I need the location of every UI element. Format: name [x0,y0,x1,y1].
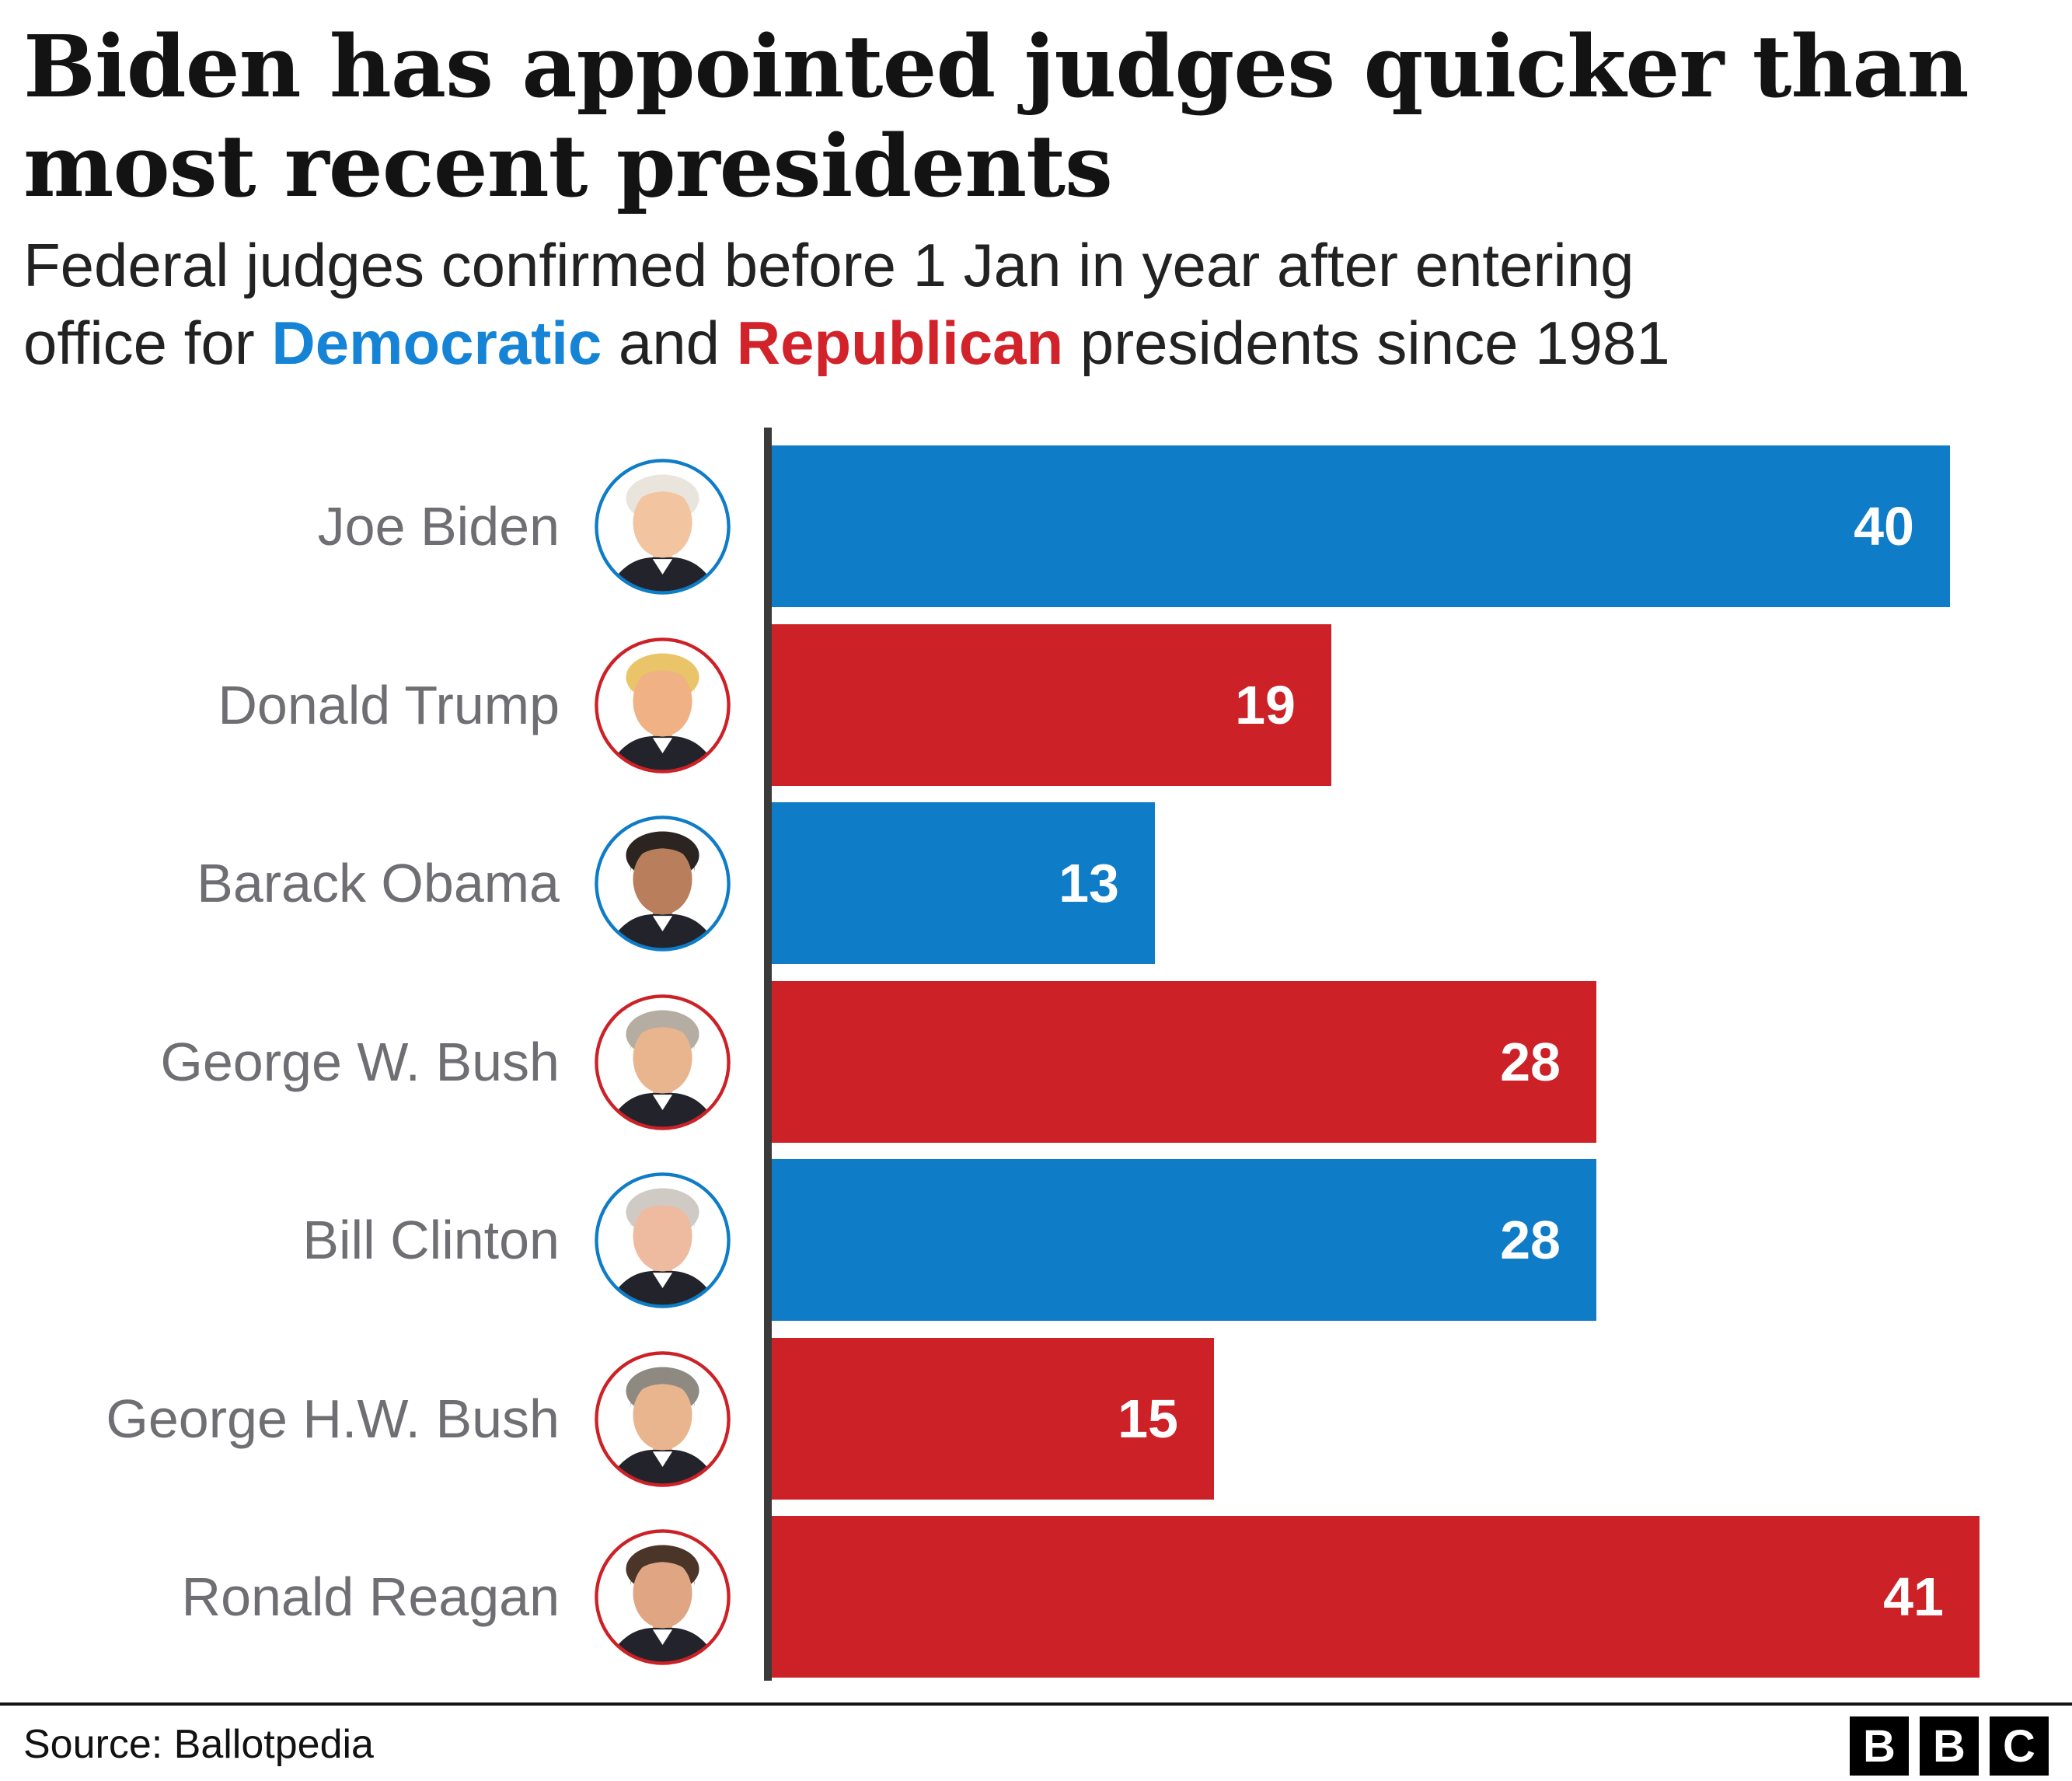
chart-row-george-w-bush: George W. Bush 28 [0,981,2072,1143]
subtitle-republican-label: Republican [736,308,1064,377]
subtitle-democratic-label: Democratic [271,308,602,377]
president-label: Ronald Reagan [181,1566,560,1627]
y-axis-line [764,428,772,1681]
chart-row-ronald-reagan: Ronald Reagan 41 [0,1516,2072,1678]
president-avatar [592,456,733,597]
chart-row-donald-trump: Donald Trump 19 [0,624,2072,786]
bbc-logo-letter: C [1990,1716,2049,1776]
value-bar: 13 [772,802,1155,964]
chart-row-george-h-w-bush: George H.W. Bush 15 [0,1338,2072,1500]
bar-value-label: 28 [1500,1210,1561,1270]
source-credit: Source: Ballotpedia [23,1722,374,1767]
chart-subtitle: Federal judges confirmed before 1 Jan in… [23,227,2044,382]
chart-row-joe-biden: Joe Biden 40 [0,445,2072,607]
president-portrait-icon [595,1172,731,1308]
president-portrait-icon [595,637,731,774]
footer-divider [0,1702,2072,1706]
president-portrait-icon [595,1528,731,1665]
bar-value-label: 19 [1235,675,1296,735]
bar-value-label: 13 [1059,853,1119,913]
president-avatar [592,635,733,776]
value-bar: 40 [772,445,1950,607]
subtitle-suffix: presidents since 1981 [1063,308,1670,377]
chart-subtitle-line2: office for Democratic and Republican pre… [23,305,2044,382]
value-bar: 28 [772,1159,1596,1321]
bar-value-label: 41 [1883,1566,1944,1627]
value-bar: 19 [772,624,1331,786]
president-portrait-icon [595,815,731,952]
chart-title-line2: most recent presidents [23,115,1113,216]
president-avatar [592,1349,733,1489]
president-label: Donald Trump [218,675,560,735]
subtitle-prefix: office for [23,308,272,377]
president-portrait-icon [595,458,731,595]
president-avatar [592,1170,733,1311]
bar-value-label: 28 [1500,1032,1561,1092]
president-label: Bill Clinton [302,1210,560,1270]
president-label: Barack Obama [197,853,560,913]
bbc-logo-letter: B [1850,1716,1909,1776]
value-bar: 28 [772,981,1596,1143]
president-portrait-icon [595,994,731,1130]
president-avatar [592,1527,733,1668]
chart-row-barack-obama: Barack Obama 13 [0,802,2072,964]
president-avatar [592,992,733,1133]
value-bar: 15 [772,1338,1214,1500]
president-portrait-icon [595,1350,731,1487]
president-label: George H.W. Bush [106,1388,560,1449]
value-bar: 41 [772,1516,1980,1678]
president-label: George W. Bush [160,1032,560,1092]
chart-row-bill-clinton: Bill Clinton 28 [0,1159,2072,1321]
subtitle-middle: and [602,308,737,377]
chart-subtitle-line1: Federal judges confirmed before 1 Jan in… [23,231,1634,299]
president-label: Joe Biden [317,496,560,557]
bar-value-label: 40 [1854,496,1914,557]
bar-value-label: 15 [1118,1388,1178,1449]
chart-title-line1: Biden has appointed judges quicker than [23,16,1969,117]
chart-title: Biden has appointed judges quicker than … [23,17,2013,215]
president-avatar [592,813,733,954]
bbc-logo-letter: B [1920,1716,1979,1776]
